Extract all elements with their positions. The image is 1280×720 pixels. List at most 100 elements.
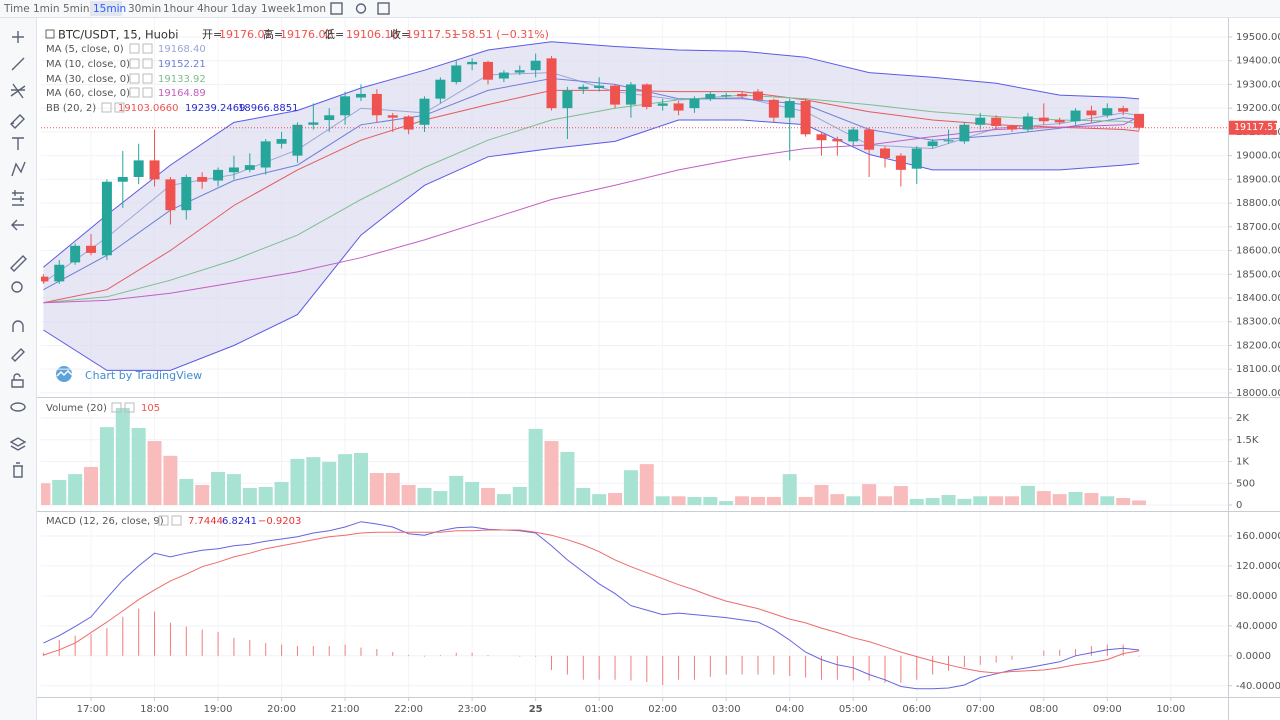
delete-tool[interactable] [13, 462, 23, 478]
macd-line [43, 521, 1140, 690]
volume-bar [592, 494, 607, 505]
candle-body [737, 93, 748, 97]
x-tick-label: 23:00 [458, 704, 487, 715]
volume-bar [115, 408, 130, 505]
prediction-tool[interactable] [12, 190, 24, 206]
volume-bar [68, 474, 83, 505]
ohlc-key: 低= [324, 28, 344, 41]
volume-bar [528, 428, 543, 505]
trendline-tool[interactable] [11, 57, 25, 71]
candle-body [816, 134, 827, 141]
indicator-name: MA (5, close, 0) [46, 44, 124, 55]
candle-body [498, 72, 509, 79]
lock-tool[interactable] [11, 373, 24, 388]
y-tick-label: 19300.00 [1236, 79, 1280, 90]
ohlc-key: 开= [202, 28, 222, 41]
drawing-tools[interactable] [9, 31, 27, 478]
back-tool[interactable] [11, 219, 24, 231]
indicator-name: MA (30, close, 0) [46, 74, 130, 85]
interval-button[interactable]: 1hour [163, 3, 194, 15]
indicator-value: 19239.2469 [185, 103, 245, 114]
indicator-value: 19168.40 [158, 44, 206, 55]
pattern-tool[interactable] [11, 161, 26, 177]
volume-bar [1116, 498, 1131, 505]
stay-drawing-tool[interactable] [11, 348, 25, 362]
fib-tool[interactable] [10, 83, 26, 99]
candle-body [625, 84, 636, 105]
y-tick-label: 40.0000 [1236, 621, 1277, 632]
volume-bar [782, 474, 797, 505]
interval-button[interactable]: 15min [93, 3, 126, 15]
candle-body [641, 84, 652, 107]
interval-button[interactable]: 1day [231, 3, 257, 15]
candle-body [213, 169, 224, 181]
bb-lower [43, 119, 1140, 371]
interval-button[interactable]: 1mon [296, 3, 326, 15]
volume-bar [353, 453, 368, 505]
chart-type-icon[interactable] [330, 2, 343, 15]
interval-button[interactable]: 1min [33, 3, 59, 15]
x-tick-label: 17:00 [77, 704, 106, 715]
volume-bar [941, 494, 956, 505]
crosshair-tool[interactable] [12, 31, 24, 43]
volume-bar [576, 488, 591, 505]
volume-bar [52, 479, 67, 505]
volume-bar [608, 493, 623, 505]
candle-body [1070, 110, 1081, 122]
y-tick-label: 18500.00 [1236, 269, 1280, 280]
indicator-value: 105 [141, 403, 160, 414]
interval-button[interactable]: 4hour [197, 3, 228, 15]
volume-bar [687, 496, 702, 505]
y-tick-label: 18900.00 [1236, 174, 1280, 185]
indicator-name: Volume (20) [46, 403, 107, 414]
toolbar-icons[interactable] [330, 2, 390, 15]
x-tick-label: 18:00 [140, 704, 169, 715]
legend-box [142, 87, 153, 98]
indicator-value: 7.7444 [188, 516, 223, 527]
volume-bar [830, 494, 845, 505]
volume-bar [1068, 491, 1083, 505]
y-tick-label: 19400.00 [1236, 56, 1280, 67]
text-tool[interactable] [12, 137, 24, 150]
interval-button[interactable]: 30min [128, 3, 161, 15]
volume-bar [909, 498, 924, 505]
volume-bar [369, 473, 384, 505]
indicator-name: MA (60, close, 0) [46, 88, 130, 99]
measure-tool[interactable] [10, 255, 27, 272]
candle-body [927, 141, 938, 147]
left-toolbar [0, 18, 36, 720]
interval-button[interactable]: 1week [261, 3, 296, 15]
volume-bar [623, 470, 638, 505]
indicator-value: 19152.21 [158, 59, 206, 70]
magnet-tool[interactable] [12, 320, 24, 332]
zoom-tool[interactable] [11, 281, 23, 293]
settings-icon[interactable] [355, 3, 367, 14]
volume-bar [258, 486, 273, 505]
volume-bar [338, 454, 353, 505]
volume-bar [544, 441, 559, 505]
volume-bar [449, 475, 464, 505]
indicator-value: 18966.8851 [238, 103, 298, 114]
last-price-label: 19117.51 [1234, 122, 1279, 133]
screenshot-icon[interactable] [377, 2, 390, 15]
candle-body [864, 129, 875, 150]
collapse-icon [45, 29, 55, 39]
layers-tool[interactable] [9, 437, 27, 451]
interval-button[interactable]: Time [3, 3, 30, 15]
y-tick-label: 1.5K [1236, 435, 1259, 446]
volume-bar [195, 484, 210, 505]
candle-body [451, 65, 462, 83]
candle-body [387, 115, 398, 118]
candle-body [117, 176, 128, 182]
interval-button[interactable]: 5min [63, 3, 89, 15]
candle-body [880, 148, 891, 158]
candle-body [594, 85, 605, 88]
candle-body [546, 58, 557, 109]
brush-tool[interactable] [10, 114, 25, 129]
y-tick-label: 18600.00 [1236, 246, 1280, 257]
indicator-value: −0.9203 [258, 516, 301, 527]
volume-bar [290, 458, 305, 505]
hide-tool[interactable] [10, 402, 26, 412]
candle-body [530, 60, 541, 71]
